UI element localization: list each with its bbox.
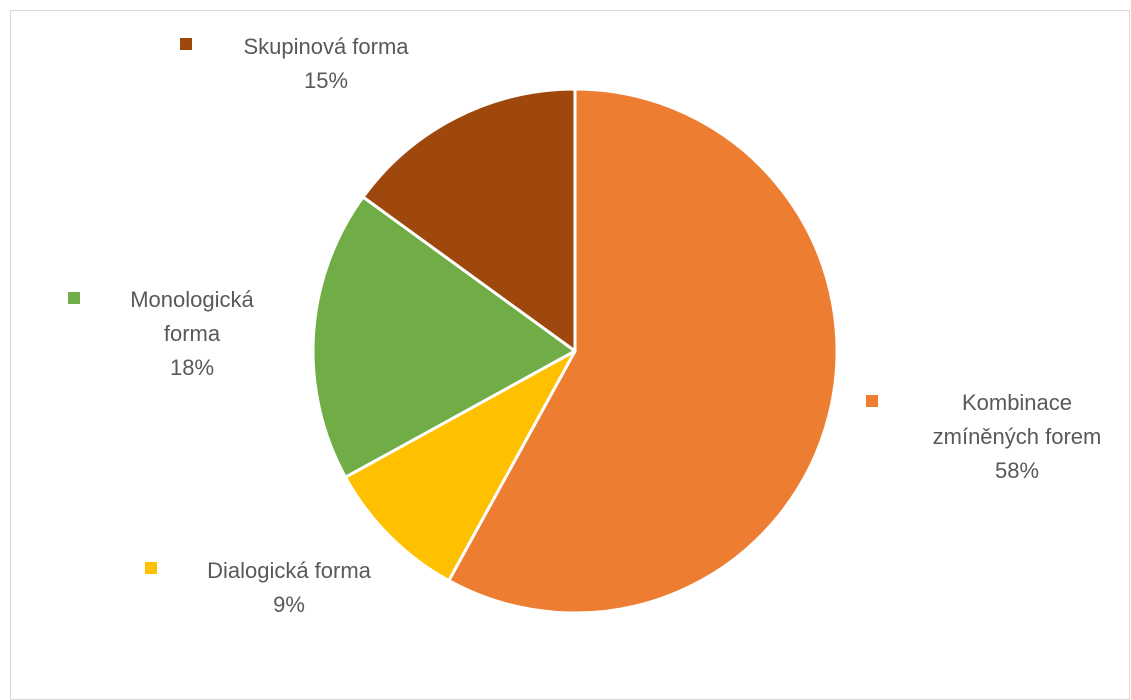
legend-marker-kombinace <box>866 395 878 407</box>
data-label-skupinova-value: 15% <box>304 68 348 93</box>
pie-chart: Kombinace zmíněných forem 58% Dialogická… <box>68 34 1101 617</box>
pie-slices <box>311 87 839 615</box>
data-label-monologicka-line-1: Monologická <box>130 287 254 312</box>
data-label-monologicka: Monologická forma 18% <box>68 287 255 380</box>
data-label-dialogicka-value: 9% <box>273 592 305 617</box>
legend-marker-monologicka <box>68 292 80 304</box>
data-label-kombinace-line-1: Kombinace <box>962 390 1072 415</box>
pie-slice-monologicka <box>311 195 577 479</box>
data-label-skupinova-line-1: Skupinová forma <box>243 34 409 59</box>
legend-marker-dialogicka <box>145 562 157 574</box>
pie-slice-skupinova <box>361 87 577 353</box>
data-label-monologicka-line-2: forma <box>164 321 221 346</box>
pie-slice-kombinace <box>447 87 839 615</box>
data-label-dialogicka-line-1: Dialogická forma <box>207 558 372 583</box>
data-label-skupinova: Skupinová forma 15% <box>180 34 409 93</box>
pie-slice-dialogicka <box>343 349 577 583</box>
legend-marker-skupinova <box>180 38 192 50</box>
data-label-kombinace-value: 58% <box>995 458 1039 483</box>
data-label-kombinace-line-2: zmíněných forem <box>933 424 1102 449</box>
data-label-dialogicka: Dialogická forma 9% <box>145 558 372 617</box>
data-label-monologicka-value: 18% <box>170 355 214 380</box>
data-label-kombinace: Kombinace zmíněných forem 58% <box>866 390 1101 483</box>
